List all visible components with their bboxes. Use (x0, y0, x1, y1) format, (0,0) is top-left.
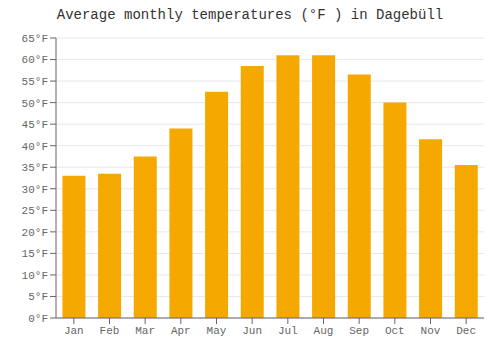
svg-text:45°F: 45°F (22, 119, 48, 131)
svg-text:10°F: 10°F (22, 270, 48, 282)
svg-text:Sep: Sep (349, 325, 369, 337)
svg-text:5°F: 5°F (28, 291, 48, 303)
svg-text:Feb: Feb (100, 325, 120, 337)
svg-text:20°F: 20°F (22, 227, 48, 239)
svg-text:60°F: 60°F (22, 54, 48, 66)
svg-text:Oct: Oct (385, 325, 405, 337)
svg-text:Jan: Jan (64, 325, 84, 337)
svg-text:Jun: Jun (242, 325, 262, 337)
svg-text:35°F: 35°F (22, 162, 48, 174)
svg-text:30°F: 30°F (22, 184, 48, 196)
svg-text:Aug: Aug (314, 325, 334, 337)
svg-text:Jul: Jul (278, 325, 298, 337)
svg-text:40°F: 40°F (22, 141, 48, 153)
svg-text:25°F: 25°F (22, 205, 48, 217)
svg-text:0°F: 0°F (28, 313, 48, 325)
svg-text:Mar: Mar (135, 325, 155, 337)
svg-text:55°F: 55°F (22, 76, 48, 88)
svg-text:65°F: 65°F (22, 33, 48, 45)
svg-text:May: May (207, 325, 227, 337)
svg-text:Dec: Dec (456, 325, 476, 337)
svg-text:15°F: 15°F (22, 248, 48, 260)
svg-text:Nov: Nov (421, 325, 441, 337)
svg-text:Apr: Apr (171, 325, 191, 337)
html-text:Average monthly temperatures (: Average monthly temperatures (°F ) in Da… (56, 7, 444, 23)
svg-text:50°F: 50°F (22, 98, 48, 110)
